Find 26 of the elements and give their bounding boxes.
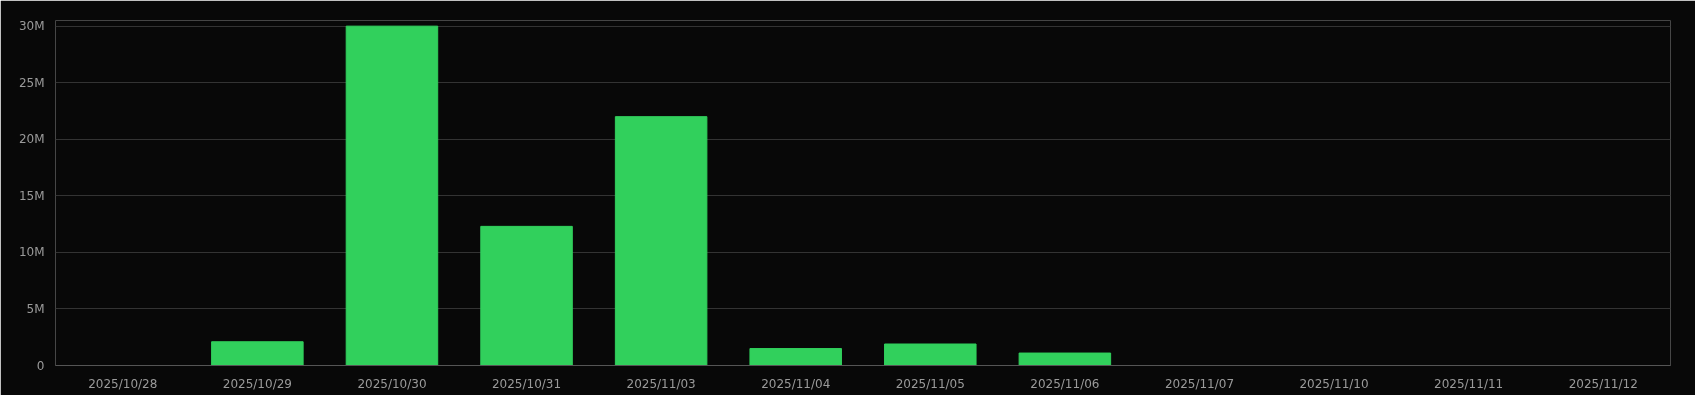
y-tick-label: 20M: [18, 132, 45, 147]
y-tick-label: 15M: [18, 188, 45, 203]
x-tick-label: 2025/11/05: [895, 376, 965, 391]
x-tick-label: 2025/11/11: [1434, 376, 1504, 391]
bar: [884, 343, 977, 366]
y-tick-label: 10M: [18, 245, 45, 260]
y-tick-label: 25M: [18, 75, 45, 90]
y-tick-label: 30M: [18, 19, 45, 34]
y-tick-label: 5M: [26, 301, 45, 316]
bar: [480, 225, 573, 366]
y-tick-label: 0: [36, 358, 45, 373]
x-tick-label: 2025/11/12: [1568, 376, 1638, 391]
bar: [1018, 352, 1112, 366]
bar: [614, 116, 708, 366]
x-tick-label: 2025/11/03: [626, 376, 696, 391]
x-tick-label: 2025/11/06: [1030, 376, 1100, 391]
x-tick-label: 2025/10/31: [491, 376, 562, 391]
x-tick-label: 2025/10/29: [222, 376, 292, 391]
x-tick-label: 2025/10/28: [88, 376, 158, 391]
x-tick-label: 2025/11/04: [761, 376, 831, 391]
bar: [211, 341, 304, 366]
bar: [345, 25, 439, 366]
x-tick-label: 2025/11/07: [1164, 376, 1235, 391]
x-tick-label: 2025/10/30: [357, 376, 427, 391]
bar: [749, 348, 842, 366]
x-tick-label: 2025/11/10: [1299, 376, 1369, 391]
